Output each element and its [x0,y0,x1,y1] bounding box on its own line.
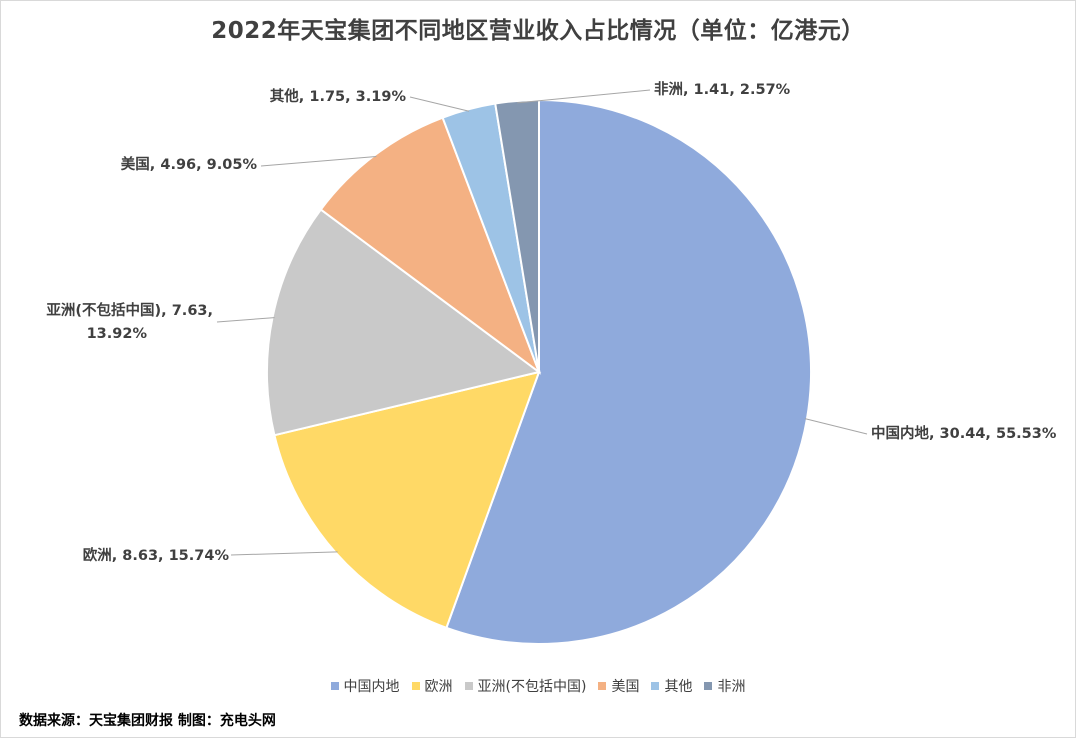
leader-line-5 [409,96,470,112]
pie-slice-6 [494,98,540,373]
slice-label-3-line2: 13.92% [87,326,148,342]
slice-label-3: 亚洲(不包括中国), 7.63, [46,301,213,319]
leader-line-6 [517,89,651,104]
slice-label-5: 其他, 1.75, 3.19% [270,87,407,105]
pie-slices [266,98,812,645]
leader-line-1 [804,418,868,435]
legend-item-4: 美国 [598,676,639,696]
legend-label-6: 非洲 [717,679,746,695]
slice-label-2: 欧洲, 8.63, 15.74% [83,546,230,564]
slice-label-1: 中国内地, 30.44, 55.53% [871,424,1057,442]
legend-item-1: 中国内地 [330,676,400,696]
pie-slice-3 [266,208,542,437]
legend-label-1: 中国内地 [343,679,400,695]
slice-label-4: 美国, 4.96, 9.05% [121,155,258,173]
legend-label-4: 美国 [611,679,640,695]
leader-lines [216,89,868,556]
legend-swatch-4 [598,682,607,690]
chart-title: 2022年天宝集团不同地区营业收入占比情况（单位：亿港元） [211,18,865,44]
legend-swatch-6 [704,682,713,690]
legend-item-6: 非洲 [704,676,745,696]
legend-item-3: 亚洲(不包括中国) [464,676,587,696]
legend-swatch-3 [464,682,473,690]
leader-line-2 [230,551,338,556]
legend: 中国内地 欧洲 亚洲(不包括中国) 美国 其他 非洲 [1,676,1075,696]
legend-item-5: 其他 [651,676,692,696]
legend-label-2: 欧洲 [424,679,453,695]
legend-item-2: 欧洲 [411,676,453,696]
source-note: 数据来源：天宝集团财报 制图：充电头网 [19,713,276,729]
legend-label-3: 亚洲(不包括中国) [477,679,587,695]
legend-swatch-1 [330,682,339,690]
pie-slice-4 [319,116,542,375]
legend-swatch-2 [411,682,420,690]
pie-slice-2 [273,370,541,630]
slice-label-6: 非洲, 1.41, 2.57% [654,81,791,98]
legend-swatch-5 [651,682,660,690]
leader-line-3 [216,317,275,323]
leader-line-4 [260,155,377,167]
legend-label-5: 其他 [664,679,693,695]
slice-labels: 中国内地, 30.44, 55.53% 欧洲, 8.63, 15.74% 亚洲(不包… [46,81,1056,564]
